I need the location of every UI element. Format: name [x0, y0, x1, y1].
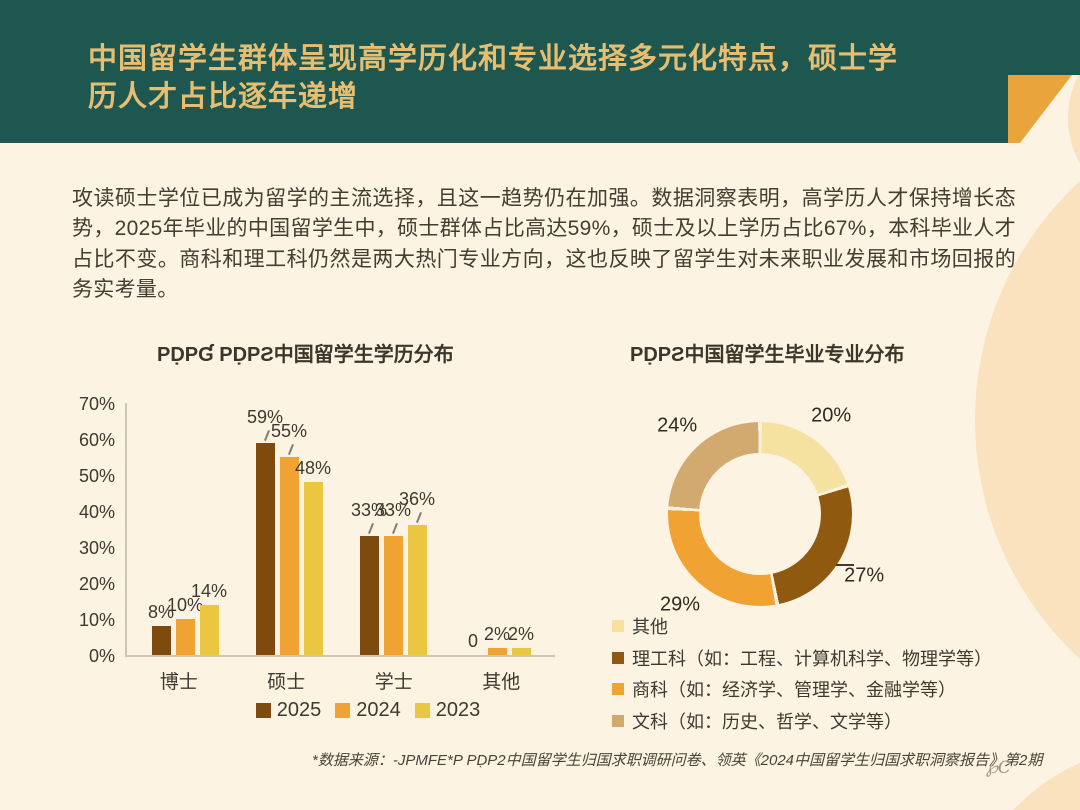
bar-2023: 36% — [399, 489, 435, 655]
legend-item: 2023 — [414, 699, 481, 722]
bar-value-label: 33% — [374, 500, 412, 521]
legend-item: 2025 — [255, 699, 322, 722]
corner-circle — [1068, 72, 1080, 164]
legend-label: 文科（如：历史、哲学、文学等） — [632, 711, 902, 732]
bar-2025: 8% — [148, 602, 174, 655]
bar-2023: 48% — [295, 458, 331, 655]
degree-chart-title: PḌPƓ PḌPƧ中国留学生学历分布 — [157, 344, 454, 366]
bar-value-label: 59% — [246, 406, 284, 427]
legend-swatch — [612, 714, 624, 727]
donut-hole — [699, 453, 821, 575]
donut-leader-line — [836, 564, 855, 567]
donut-legend: 其他理工科（如：工程、计算机科学、物理学等） 商科（如：经济学、管理学、金融学等）… — [612, 617, 1032, 743]
category-label: 学士 — [374, 672, 413, 693]
legend-swatch — [612, 651, 624, 664]
legend-swatch — [335, 703, 351, 718]
major-distribution-chart: PḌPƧ中国留学生毕业专业分布 20% 27% 29% 24% 其他理工科（如：工程、… — [600, 333, 1040, 773]
bar-2023: 2% — [508, 624, 534, 655]
category-label: 博士 — [159, 672, 198, 693]
y-axis-label: 60% — [78, 430, 115, 450]
bar-value-label: 2% — [483, 623, 511, 644]
legend-label: 其他 — [632, 617, 668, 637]
bar-value-label: 14% — [190, 580, 228, 601]
degree-distribution-chart: PḌPƓ PḌPƧ中国留学生学历分布 0% 10% 20% 30% 40% 50% 60% 7… — [79, 333, 555, 733]
y-axis-label: 10% — [78, 610, 115, 630]
legend-label: 2025 — [276, 699, 322, 721]
y-axis-label: 40% — [78, 502, 115, 522]
bar-value-label: 55% — [270, 421, 308, 441]
bar-2024: 55% — [271, 421, 307, 655]
y-axis-label: 30% — [78, 538, 115, 558]
bar-group: 59% 55% 48% — [247, 407, 331, 655]
bar-leader-tick — [415, 512, 422, 524]
donut-slice-label: 29% — [659, 593, 700, 616]
donut-legend-item: 商科（如：经济学、管理学、金融学等） — [612, 680, 1032, 702]
bar-value-label: 10% — [166, 595, 204, 615]
category-label: 硕士 — [267, 672, 306, 693]
bar-2024: 2% — [484, 624, 510, 655]
donut-legend-item: 文科（如：历史、哲学、文学等） — [612, 712, 1032, 734]
legend-item: 2024 — [335, 699, 401, 722]
legend-label: 理工科（如：工程、计算机科学、物理学等） — [632, 648, 992, 669]
right-circle — [975, 180, 1080, 660]
bar-2024: 33% — [375, 500, 411, 655]
donut-slice-label: 24% — [657, 414, 698, 437]
header-banner — [0, 0, 1080, 143]
category-label: 其他 — [482, 672, 521, 693]
bar-category-row: 博士 硕士 学士 其他 — [125, 667, 555, 694]
y-axis-label: 0% — [88, 646, 115, 666]
bar-value-label: 8% — [147, 602, 175, 623]
major-chart-title: PḌPƧ中国留学生毕业专业分布 — [630, 344, 905, 366]
bar-value-label: 2% — [507, 623, 535, 644]
legend-swatch — [612, 620, 624, 632]
legend-swatch — [255, 703, 271, 718]
legend-label: 2024 — [356, 699, 401, 721]
bar-value-label: 0 — [467, 631, 479, 651]
donut-wrapper: 20% 27% 29% 24% — [620, 374, 900, 654]
bar-2025: 33% — [351, 500, 387, 655]
bar-2023: 14% — [191, 581, 227, 655]
bar-2024: 10% — [167, 595, 203, 655]
bar-value-label: 33% — [350, 500, 388, 521]
bar-leader-tick — [287, 444, 294, 455]
legend-label: 商科（如：经济学、管理学、金融学等） — [632, 680, 956, 701]
bar-group: 8% 10% 14% — [148, 581, 227, 655]
gold-triangle — [1008, 75, 1072, 143]
donut-legend-item: 其他 — [612, 617, 1032, 639]
y-axis-label: 70% — [78, 394, 115, 414]
bar-y-axis: 0% 10% 20% 30% 40% 50% 60% 70% — [78, 394, 121, 666]
data-source-note: *数据来源：-JPMFE*P PḌP2中国留学生归国求职调研问卷、领英《2024… — [312, 752, 1043, 769]
bar-leader-tick — [391, 523, 398, 535]
y-axis-label: 20% — [78, 574, 115, 594]
legend-label: 2023 — [435, 699, 481, 721]
bar-value-label: 36% — [398, 489, 436, 510]
page-title: 中国留学生群体呈现高学历化和专业选择多元化特点，硕士学 历人才占比逐年递增 — [88, 43, 899, 114]
donut-slice-label: 27% — [844, 564, 885, 587]
bar-2025: 59% — [247, 407, 283, 655]
bar-value-label: 48% — [294, 458, 332, 479]
bar-leader-tick — [367, 523, 374, 535]
bar-leader-tick — [263, 429, 270, 441]
legend-swatch — [612, 683, 624, 696]
watermark-logo: ℘C — [986, 758, 1011, 778]
bar-plot-groups: 8% 10% 14% 59% 55% 48% 33% 33% 36% 0 2% 2% — [125, 403, 555, 657]
legend-swatch — [414, 703, 430, 718]
donut-slice-label: 20% — [811, 404, 852, 427]
bar-legend: 2025 2024 2023 — [153, 699, 583, 722]
y-axis-label: 50% — [78, 466, 115, 486]
bottom-right-circle — [1013, 762, 1080, 810]
intro-paragraph: 攻读硕士学位已成为留学的主流选择，且这一趋势仍在加强。数据洞察表明，高学历人才保… — [72, 187, 1016, 302]
donut-legend-item: 理工科（如：工程、计算机科学、物理学等） — [612, 649, 1032, 671]
bar-group: 0 2% 2% — [464, 624, 534, 655]
bar-group: 33% 33% 36% — [351, 489, 435, 655]
